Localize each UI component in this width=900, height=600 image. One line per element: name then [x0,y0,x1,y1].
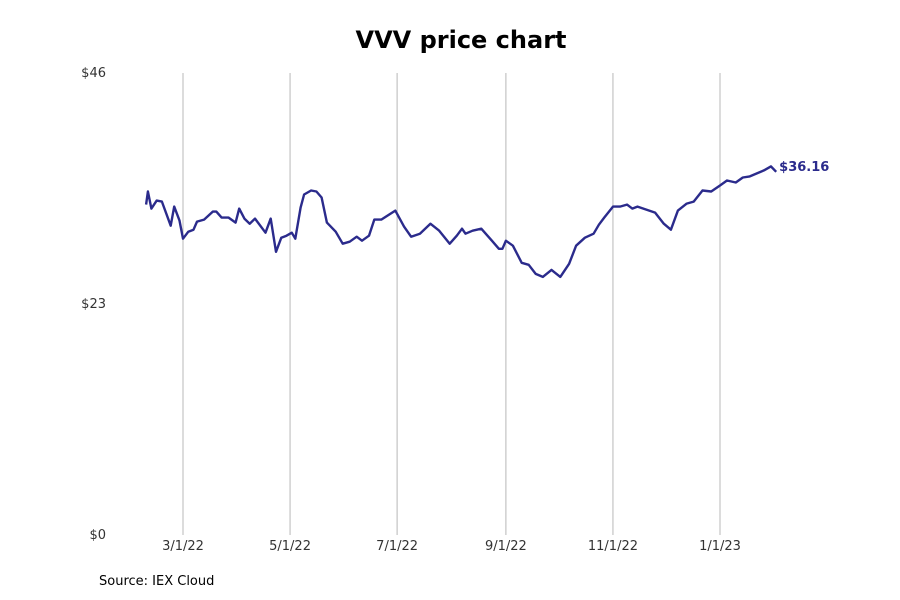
x-tick-label: 3/1/22 [162,539,204,554]
grid-lines [182,73,721,535]
chart-title: VVV price chart [355,26,567,54]
x-tick-label: 5/1/22 [269,539,311,554]
x-tick-label: 7/1/22 [376,539,418,554]
y-axis-ticks: $0 $23 $46 [81,66,106,543]
y-tick-label: $0 [89,528,106,543]
y-tick-label: $23 [81,297,106,312]
source-note: Source: IEX Cloud [99,574,215,589]
x-tick-label: 9/1/22 [485,539,527,554]
y-tick-label: $46 [81,66,106,81]
x-tick-label: 11/1/22 [588,539,638,554]
x-axis-ticks: 3/1/22 5/1/22 7/1/22 9/1/22 11/1/22 1/1/23 [162,539,741,554]
last-price-label: $36.16 [779,160,829,175]
x-tick-label: 1/1/23 [699,539,741,554]
price-series-line [144,165,778,279]
